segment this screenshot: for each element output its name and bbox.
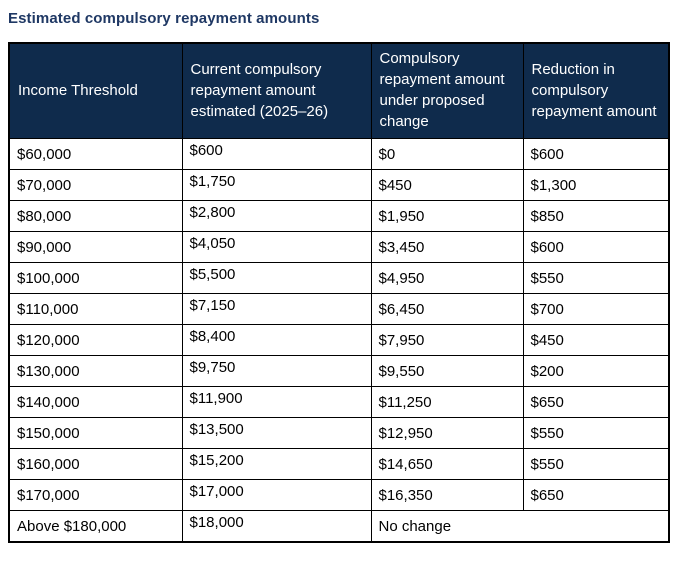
- table-row: $140,000 $11,900 $11,250 $650: [8, 386, 670, 418]
- cell-reduction: $600: [522, 231, 670, 263]
- column-header-current-repayment: Current compulsory repayment amount esti…: [181, 42, 372, 139]
- cell-current-repayment: $15,200: [181, 448, 372, 480]
- table-row: $100,000 $5,500 $4,950 $550: [8, 262, 670, 294]
- cell-current-repayment: $5,500: [181, 262, 372, 294]
- cell-reduction: $600: [522, 138, 670, 170]
- cell-income-threshold: $110,000: [8, 293, 183, 325]
- table-row: $130,000 $9,750 $9,550 $200: [8, 355, 670, 387]
- cell-proposed-repayment: $11,250: [370, 386, 524, 418]
- column-header-reduction: Reduction in compulsory repayment amount: [522, 42, 670, 139]
- cell-current-repayment: $600: [181, 138, 372, 170]
- cell-reduction: $650: [522, 386, 670, 418]
- cell-current-repayment: $11,900: [181, 386, 372, 418]
- cell-proposed-repayment: $0: [370, 138, 524, 170]
- cell-income-threshold: $90,000: [8, 231, 183, 263]
- cell-reduction: $1,300: [522, 169, 670, 201]
- cell-current-repayment: $4,050: [181, 231, 372, 263]
- cell-income-threshold: Above $180,000: [8, 510, 183, 542]
- cell-proposed-repayment: $450: [370, 169, 524, 201]
- cell-current-repayment: $18,000: [181, 510, 372, 542]
- cell-no-change-merged: No change: [370, 510, 670, 542]
- cell-income-threshold: $100,000: [8, 262, 183, 294]
- table-row: $110,000 $7,150 $6,450 $700: [8, 293, 670, 325]
- cell-income-threshold: $140,000: [8, 386, 183, 418]
- cell-proposed-repayment: $1,950: [370, 200, 524, 232]
- cell-income-threshold: $60,000: [8, 138, 183, 170]
- cell-proposed-repayment: $4,950: [370, 262, 524, 294]
- cell-reduction: $650: [522, 479, 670, 511]
- cell-proposed-repayment: $7,950: [370, 324, 524, 356]
- page-title: Estimated compulsory repayment amounts: [8, 10, 320, 27]
- cell-income-threshold: $170,000: [8, 479, 183, 511]
- cell-current-repayment: $8,400: [181, 324, 372, 356]
- cell-reduction: $200: [522, 355, 670, 387]
- table-row: $170,000 $17,000 $16,350 $650: [8, 479, 670, 511]
- cell-current-repayment: $2,800: [181, 200, 372, 232]
- table-row: $70,000 $1,750 $450 $1,300: [8, 169, 670, 201]
- cell-proposed-repayment: $12,950: [370, 417, 524, 449]
- table-row: $160,000 $15,200 $14,650 $550: [8, 448, 670, 480]
- cell-reduction: $550: [522, 448, 670, 480]
- table-row: $120,000 $8,400 $7,950 $450: [8, 324, 670, 356]
- cell-income-threshold: $150,000: [8, 417, 183, 449]
- cell-proposed-repayment: $3,450: [370, 231, 524, 263]
- cell-reduction: $450: [522, 324, 670, 356]
- cell-reduction: $850: [522, 200, 670, 232]
- cell-income-threshold: $80,000: [8, 200, 183, 232]
- cell-income-threshold: $70,000: [8, 169, 183, 201]
- table-row: $60,000 $600 $0 $600: [8, 138, 670, 170]
- table-row-above-threshold: Above $180,000 $18,000 No change: [8, 510, 670, 542]
- cell-current-repayment: $7,150: [181, 293, 372, 325]
- cell-reduction: $550: [522, 262, 670, 294]
- column-header-proposed-repayment: Compulsory repayment amount under propos…: [370, 42, 524, 139]
- table-row: $90,000 $4,050 $3,450 $600: [8, 231, 670, 263]
- cell-proposed-repayment: $14,650: [370, 448, 524, 480]
- cell-current-repayment: $13,500: [181, 417, 372, 449]
- cell-proposed-repayment: $9,550: [370, 355, 524, 387]
- cell-income-threshold: $120,000: [8, 324, 183, 356]
- cell-income-threshold: $130,000: [8, 355, 183, 387]
- cell-reduction: $700: [522, 293, 670, 325]
- repayment-table: Income Threshold Current compulsory repa…: [8, 42, 670, 543]
- cell-current-repayment: $17,000: [181, 479, 372, 511]
- cell-income-threshold: $160,000: [8, 448, 183, 480]
- table-row: $80,000 $2,800 $1,950 $850: [8, 200, 670, 232]
- column-header-income-threshold: Income Threshold: [8, 42, 183, 139]
- cell-proposed-repayment: $6,450: [370, 293, 524, 325]
- table-row: $150,000 $13,500 $12,950 $550: [8, 417, 670, 449]
- table-header-row: Income Threshold Current compulsory repa…: [8, 42, 670, 139]
- cell-current-repayment: $1,750: [181, 169, 372, 201]
- cell-proposed-repayment: $16,350: [370, 479, 524, 511]
- cell-current-repayment: $9,750: [181, 355, 372, 387]
- cell-reduction: $550: [522, 417, 670, 449]
